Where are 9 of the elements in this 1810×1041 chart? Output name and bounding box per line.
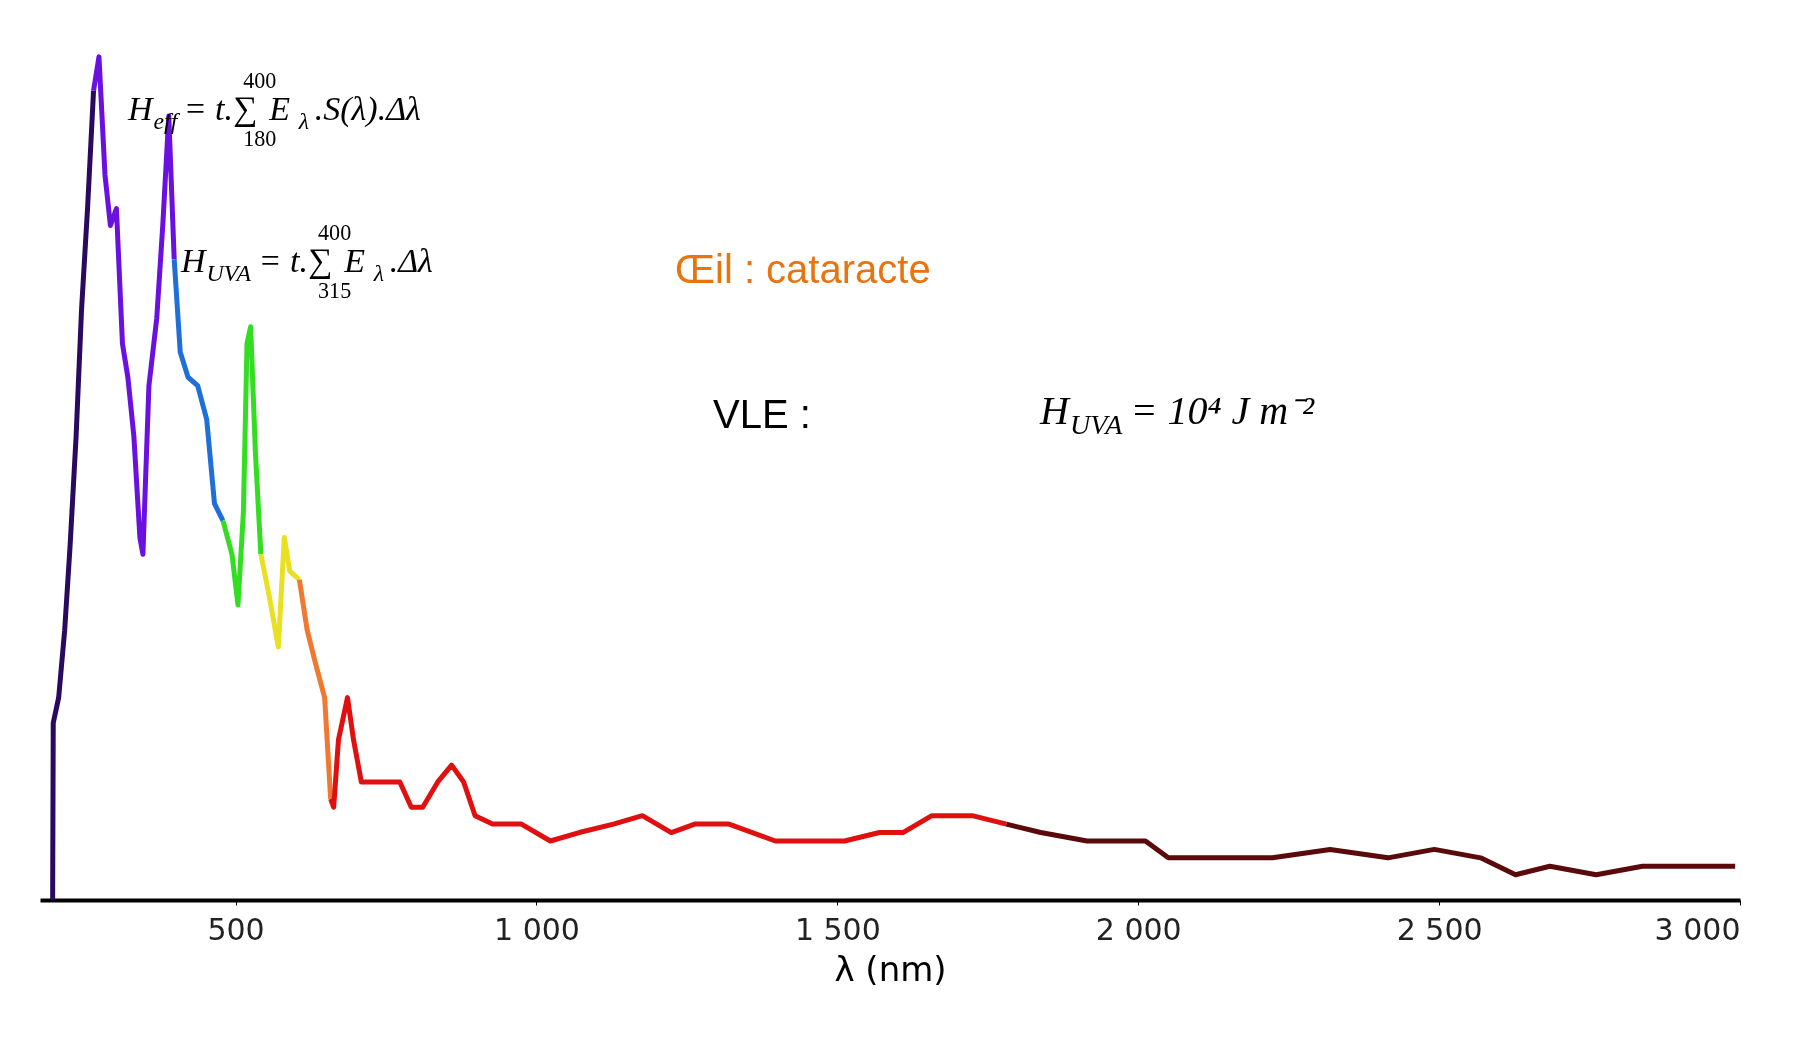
x-tick-label: 500	[207, 911, 265, 947]
x-tick-label: 1 500	[794, 911, 881, 947]
x-axis-title: λ (nm)	[834, 948, 947, 989]
x-tick-label: 3 000	[1654, 911, 1741, 947]
annotation: Œil : cataracte	[675, 247, 931, 291]
x-tick-label: 2 500	[1396, 911, 1483, 947]
annotation: VLE :	[713, 392, 811, 436]
x-tick-label: 2 000	[1095, 911, 1182, 947]
x-tick-label: 1 000	[494, 911, 580, 947]
